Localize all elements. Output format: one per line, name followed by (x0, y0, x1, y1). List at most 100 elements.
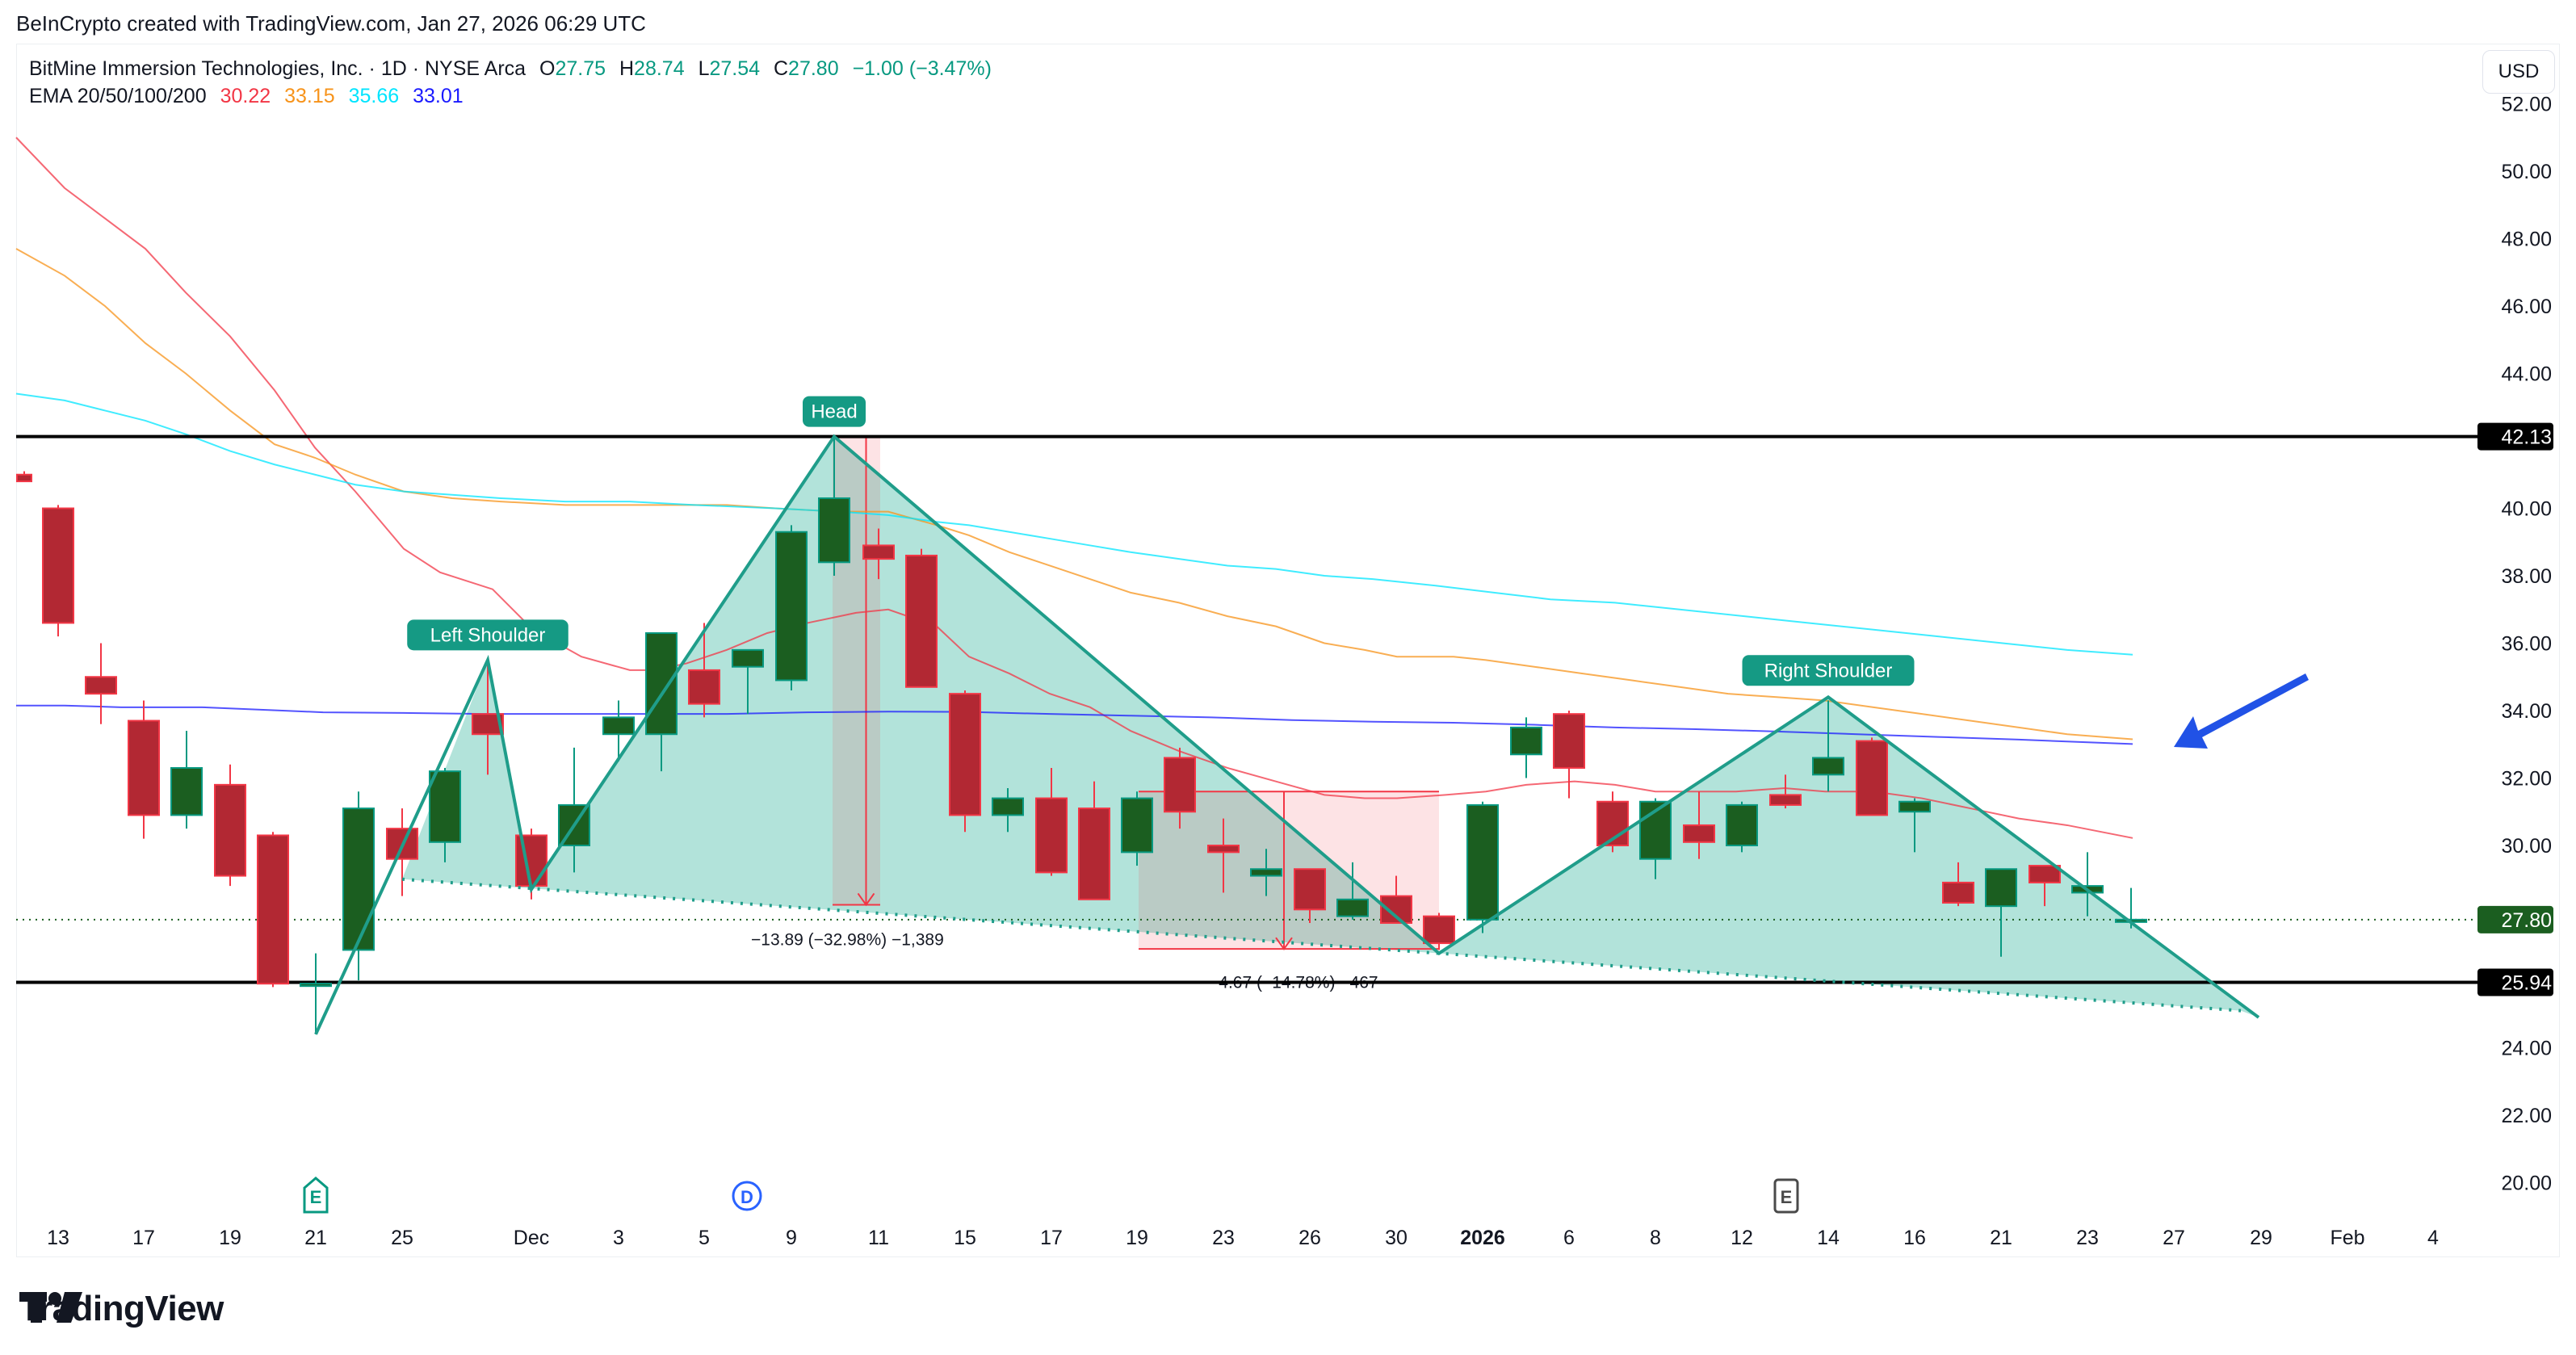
time-tick: 11 (868, 1227, 889, 1249)
earnings-marker-icon[interactable]: E (1773, 1178, 1799, 1214)
candle (16, 471, 32, 483)
ohlc-change: −1.00 (−3.47%) (852, 57, 992, 80)
time-tick: 3 (613, 1227, 624, 1249)
time-tick: 13 (47, 1227, 69, 1249)
candle-body (602, 716, 635, 736)
time-tick: 26 (1298, 1227, 1321, 1249)
candle (1596, 791, 1629, 853)
ema50-line (15, 248, 2133, 740)
candle (688, 623, 720, 718)
pattern-labels: Left Shoulder Head Right Shoulder (407, 396, 1915, 686)
ema100-value: 35.66 (348, 85, 400, 107)
candle (300, 953, 332, 1034)
candle (1856, 737, 1888, 816)
symbol-title[interactable]: BitMine Immersion Technologies, Inc. · 1… (29, 57, 527, 80)
candle-body (1164, 757, 1196, 813)
blue-arrow-icon (2174, 673, 2309, 749)
ema20-value: 30.22 (220, 85, 271, 107)
measure-label-1: −13.89 (−32.98%) −1,389 (751, 930, 944, 949)
ema200-value: 33.01 (413, 85, 464, 107)
price-tick: 50.00 (2501, 161, 2552, 183)
candle (992, 788, 1024, 833)
candle (1078, 781, 1110, 900)
ohlc-low: 27.54 (709, 57, 761, 80)
candle (128, 700, 160, 839)
price-badge[interactable] (2477, 905, 2553, 933)
candle-body (1856, 740, 1888, 816)
candle (1466, 801, 1499, 933)
candle (1121, 791, 1153, 866)
price-badge[interactable] (2477, 422, 2553, 451)
price-range-measures: −13.89 (−32.98%) −1,389−4.67 (−14.78%) −… (751, 436, 1439, 992)
candle (949, 690, 981, 833)
time-axis[interactable]: 13 17 19 21 25 Dec 3 5 9 11 15 17 19 23 26 30 2026 6 8 12 14… (47, 1227, 2439, 1249)
dividend-marker-icon[interactable]: D (732, 1181, 762, 1211)
ohlc-open: 27.75 (555, 57, 606, 80)
candle (862, 528, 895, 580)
tradingview-logo[interactable]: TradingView (19, 1289, 224, 1329)
candle (602, 700, 635, 761)
time-tick: 19 (1126, 1227, 1148, 1249)
time-tick: 15 (954, 1227, 976, 1249)
candle (732, 648, 764, 715)
price-tick: 34.00 (2501, 700, 2552, 723)
time-tick: 14 (1817, 1227, 1840, 1249)
price-tick: 24.00 (2501, 1038, 2552, 1060)
earnings-tag-shape (303, 1177, 329, 1214)
candle (429, 767, 461, 862)
dividend-circle-shape (732, 1181, 762, 1211)
price-tick: 38.00 (2501, 565, 2552, 588)
measure-range-2 (1139, 791, 1439, 950)
pattern-outline-line (314, 434, 2260, 1035)
time-tick: 12 (1731, 1227, 1753, 1249)
ema-label[interactable]: EMA 20/50/100/200 (29, 85, 207, 107)
candle (214, 764, 246, 887)
horizontal-levels[interactable] (16, 434, 2477, 984)
ema20-line (15, 136, 2133, 839)
earnings-marker-icon[interactable]: E (303, 1177, 329, 1214)
candle-body (818, 497, 850, 564)
candle-body (1250, 868, 1282, 877)
price-tick: 46.00 (2501, 296, 2552, 318)
time-tick: Feb (2330, 1227, 2364, 1249)
arrow-shape (2174, 673, 2309, 749)
price-tick: 40.00 (2501, 498, 2552, 521)
candle-body (16, 473, 32, 483)
time-tick: 30 (1385, 1227, 1408, 1249)
candle-body (645, 631, 678, 736)
candle (42, 505, 74, 637)
candle-body (688, 669, 720, 705)
right-shoulder-label-bg (1742, 655, 1915, 686)
candle (1250, 849, 1282, 896)
candle-body (1078, 808, 1110, 900)
price-badge[interactable] (2477, 968, 2553, 996)
time-tick: 19 (219, 1227, 241, 1249)
candle-body (214, 783, 246, 877)
ohlc-close: 27.80 (788, 57, 839, 80)
time-tick: 17 (1040, 1227, 1063, 1249)
ohlc-open-label: O (539, 57, 556, 80)
currency-button[interactable]: USD (2482, 50, 2555, 94)
measure-arrowhead (1275, 937, 1293, 950)
neckline-dotted (401, 877, 2242, 1013)
earnings-box-shape (1773, 1178, 1799, 1214)
ohlc-high-label: H (619, 57, 635, 80)
candle-body (905, 554, 938, 688)
chart-legend: BitMine Immersion Technologies, Inc. · 1… (29, 55, 992, 110)
time-tick: 21 (304, 1227, 327, 1249)
symbol-row: BitMine Immersion Technologies, Inc. · 1… (29, 55, 992, 82)
candle-body (1683, 824, 1715, 843)
price-badge-text: 42.13 (2501, 426, 2552, 449)
chart-credit: BeInCrypto created with TradingView.com,… (16, 11, 646, 36)
candle-body (775, 531, 808, 682)
ohlc-close-label: C (773, 57, 789, 80)
candle-body (992, 797, 1024, 816)
price-tick: 36.00 (2501, 633, 2552, 656)
price-axis[interactable]: 52.00 50.00 48.00 46.00 44.00 40.00 38.00 36.00… (2477, 94, 2553, 1195)
candle-body (1942, 881, 1974, 904)
candle-body (1985, 868, 2017, 908)
candle (1726, 801, 1758, 853)
ema100-line (15, 392, 2133, 656)
price-tick: 30.00 (2501, 835, 2552, 858)
